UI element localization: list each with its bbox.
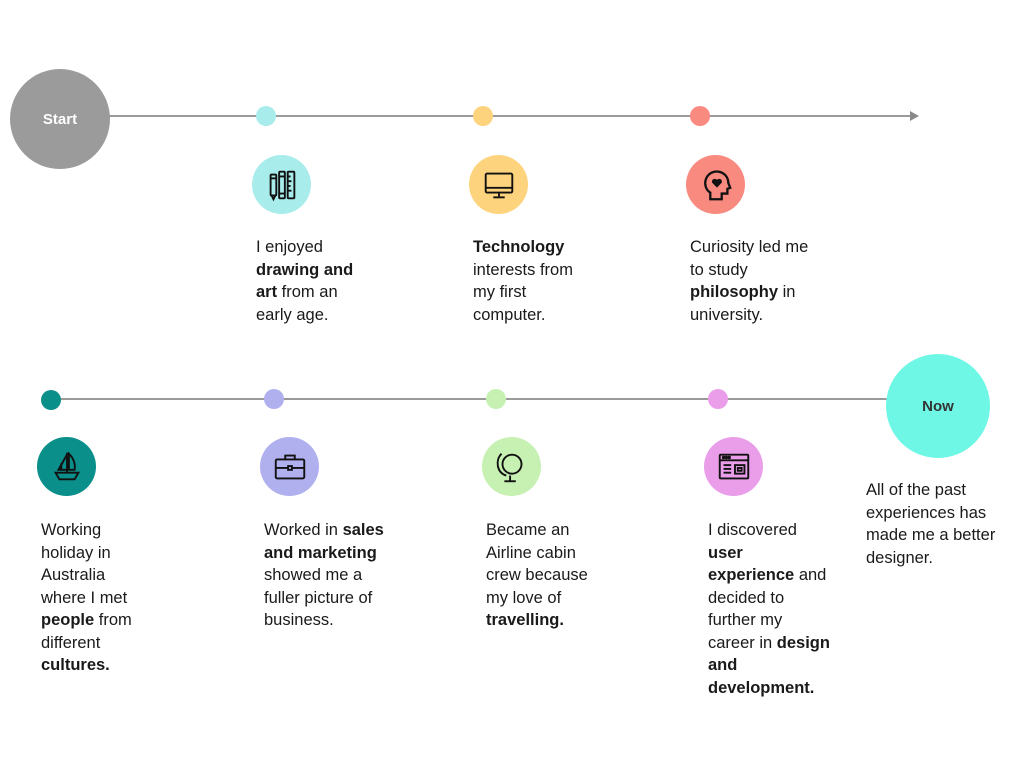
timeline-line-top [105,115,911,117]
holiday-text-segment: Working holiday in Australia where I met [41,521,128,607]
pencil-ruler-icon [269,170,295,201]
holiday-icon-circle [37,437,96,496]
timeline-dot-travel [486,389,506,409]
technology-text-segment: Technology [473,238,565,256]
holiday-text-segment: people [41,611,95,629]
travel-icon-circle [482,437,541,496]
drawing-description: I enjoyed drawing and art from an early … [256,236,376,326]
timeline-line-bottom [50,398,900,400]
timeline-dot-sales [264,389,284,409]
timeline-dot-holiday [41,390,61,410]
browser-window-icon [718,453,749,479]
timeline-dot-philosophy [690,106,710,126]
technology-description: Technology interests from my first compu… [473,236,591,326]
ux-description: I discovered user experience and decided… [708,519,832,699]
philosophy-text-segment: philosophy [690,283,778,301]
head-heart-icon [703,169,732,200]
timeline-arrowhead [910,111,919,121]
now-label: Now [922,397,954,415]
ux-text-segment: and decided to further my career in [708,566,827,652]
timeline-dot-technology [473,106,493,126]
ux-text-segment: design and development. [708,633,830,697]
drawing-text-segment: from an early age. [256,283,338,324]
sales-description: Worked in sales and marketing showed me … [264,519,386,632]
sales-text-segment: showed me a fuller picture of business. [264,566,373,629]
philosophy-description: Curiosity led me to study philosophy in … [690,236,814,326]
monitor-icon [484,172,513,198]
travel-text-segment: travelling. [486,611,564,629]
technology-icon-circle [469,155,528,214]
sailboat-icon [53,450,80,480]
start-circle: Start [10,69,110,169]
travel-description: Became an Airline cabin crew because my … [486,519,604,632]
ux-text-segment: user experience [708,543,795,585]
philosophy-text-segment: Curiosity led me to study [690,238,809,279]
now-circle: Now [886,354,990,458]
timeline-dot-ux [708,389,728,409]
sales-text-segment: sales and marketing [264,521,384,562]
holiday-description: Working holiday in Australia where I met… [41,519,151,677]
sales-text-segment: Worked in [264,521,343,539]
start-label: Start [42,110,78,128]
technology-text-segment: interests from my first computer. [473,260,573,324]
drawing-text-segment: drawing and art [256,260,354,302]
sales-icon-circle [260,437,319,496]
ux-icon-circle [704,437,763,496]
drawing-icon-circle [252,155,311,214]
globe-icon [496,452,522,482]
ux-text-segment: I discovered [708,521,797,539]
philosophy-icon-circle [686,155,745,214]
briefcase-icon [274,454,305,479]
philosophy-text-segment: in university. [690,283,796,324]
holiday-text-segment: from different [41,611,132,652]
drawing-text-segment: I enjoyed [256,238,323,256]
holiday-text-segment: cultures. [41,656,110,674]
timeline-dot-drawing [256,106,276,126]
now-description: All of the past experiences has made me … [866,481,996,567]
travel-text-segment: Became an Airline cabin crew because my … [486,521,588,607]
